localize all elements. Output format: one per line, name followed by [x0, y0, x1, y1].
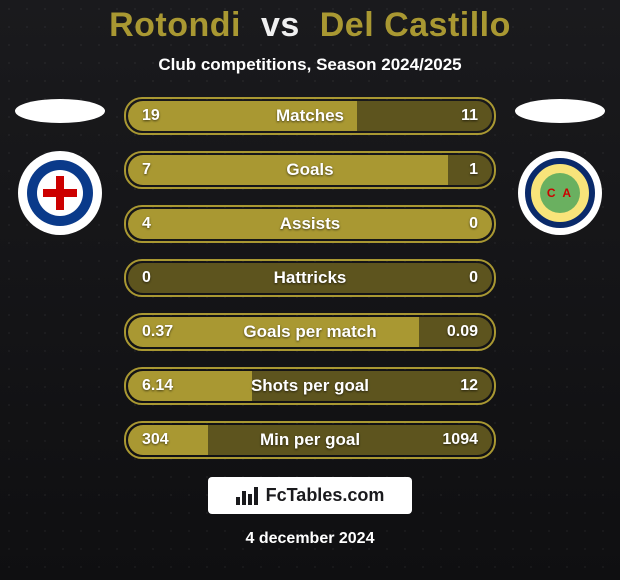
stat-label: Assists	[128, 209, 492, 239]
left-club-crest	[18, 151, 102, 235]
stat-value-right: 1	[469, 155, 478, 185]
right-club-crest: C A	[518, 151, 602, 235]
stat-value-left: 19	[142, 101, 160, 131]
stat-label: Min per goal	[128, 425, 492, 455]
stat-bar: Goals7 1	[124, 151, 496, 189]
content-row: Matches1911Goals71Assists40Hattricks00Go…	[0, 97, 620, 459]
stat-value-left: 4	[142, 209, 151, 239]
stat-label: Goals	[128, 155, 492, 185]
title-player1: Rotondi	[109, 6, 241, 44]
stat-bar: Min per goal304 1094	[124, 421, 496, 459]
stat-label: Hattricks	[128, 263, 492, 293]
bar-chart-icon	[236, 487, 258, 505]
stat-value-left: 7	[142, 155, 151, 185]
stat-value-right: 1094	[442, 425, 478, 455]
left-player-silhouette	[15, 99, 105, 123]
stat-value-right: 0.09	[447, 317, 478, 347]
right-player-silhouette	[515, 99, 605, 123]
title-player2: Del Castillo	[320, 6, 511, 44]
stat-bar: Shots per goal6.14 12	[124, 367, 496, 405]
stat-value-left: 304	[142, 425, 169, 455]
stat-value-right: 0	[469, 209, 478, 239]
stat-bar: Assists4 0	[124, 205, 496, 243]
stat-label: Matches	[128, 101, 492, 131]
cruz-azul-crest-icon	[27, 160, 93, 226]
stat-bar: Goals per match0.37 0.09	[124, 313, 496, 351]
stat-value-right: 11	[461, 101, 478, 131]
brand-text: FcTables.com	[266, 485, 385, 506]
page-title: Rotondi vs Del Castillo	[109, 6, 511, 45]
stat-bar: Matches19 11	[124, 97, 496, 135]
stat-label: Shots per goal	[128, 371, 492, 401]
comparison-card: Rotondi vs Del Castillo Club competition…	[0, 0, 620, 580]
stat-value-left: 0	[142, 263, 151, 293]
stat-label: Goals per match	[128, 317, 492, 347]
stat-value-left: 6.14	[142, 371, 173, 401]
title-vs: vs	[261, 6, 300, 44]
brand-card: FcTables.com	[208, 477, 413, 514]
america-crest-icon: C A	[525, 158, 595, 228]
stat-value-left: 0.37	[142, 317, 173, 347]
subtitle: Club competitions, Season 2024/2025	[158, 55, 461, 75]
stat-bar: Hattricks0 0	[124, 259, 496, 297]
stat-bars: Matches1911Goals71Assists40Hattricks00Go…	[120, 97, 500, 459]
footer: FcTables.com 4 december 2024	[208, 477, 413, 548]
stat-value-right: 12	[460, 371, 478, 401]
stat-value-right: 0	[469, 263, 478, 293]
right-side: C A	[500, 97, 620, 235]
left-side	[0, 97, 120, 235]
date-text: 4 december 2024	[246, 530, 375, 548]
